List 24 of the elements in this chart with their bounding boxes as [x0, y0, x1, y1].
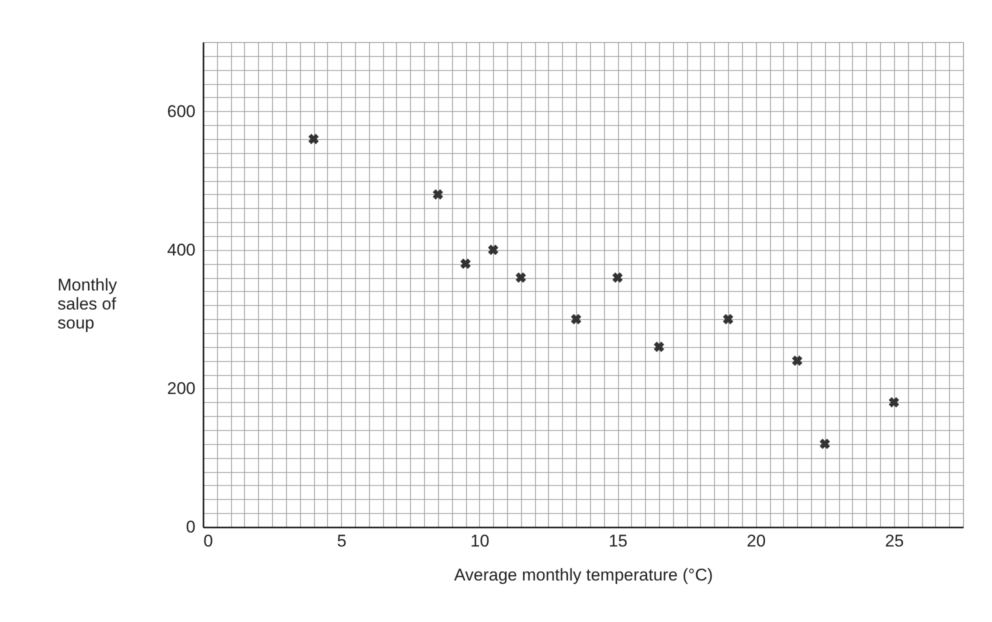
point — [460, 258, 471, 269]
point — [792, 356, 802, 366]
y-axis-title: Monthly sales of soup — [58, 276, 118, 332]
y-tick-label: 200 — [167, 378, 196, 398]
x-tick-label: 15 — [608, 532, 628, 550]
point — [820, 438, 830, 450]
point — [722, 314, 734, 324]
point — [612, 272, 623, 283]
x-tick-label: 10 — [470, 532, 490, 550]
x-tick-label: 5 — [336, 532, 346, 550]
x-tick-label: 0 — [204, 532, 213, 550]
point — [308, 134, 319, 144]
point — [570, 314, 582, 324]
point — [654, 342, 664, 352]
point — [488, 244, 498, 256]
point — [516, 272, 526, 283]
x-tick-label: 25 — [884, 532, 904, 550]
y-tick-label: 0 — [186, 518, 196, 536]
x-tick-label: 20 — [746, 532, 766, 550]
y-tick-label: 400 — [167, 240, 196, 260]
x-axis-title: Average monthly temperature (°C) — [454, 566, 713, 584]
point — [432, 189, 444, 200]
y-tick-label: 600 — [167, 102, 196, 121]
point — [888, 397, 900, 408]
